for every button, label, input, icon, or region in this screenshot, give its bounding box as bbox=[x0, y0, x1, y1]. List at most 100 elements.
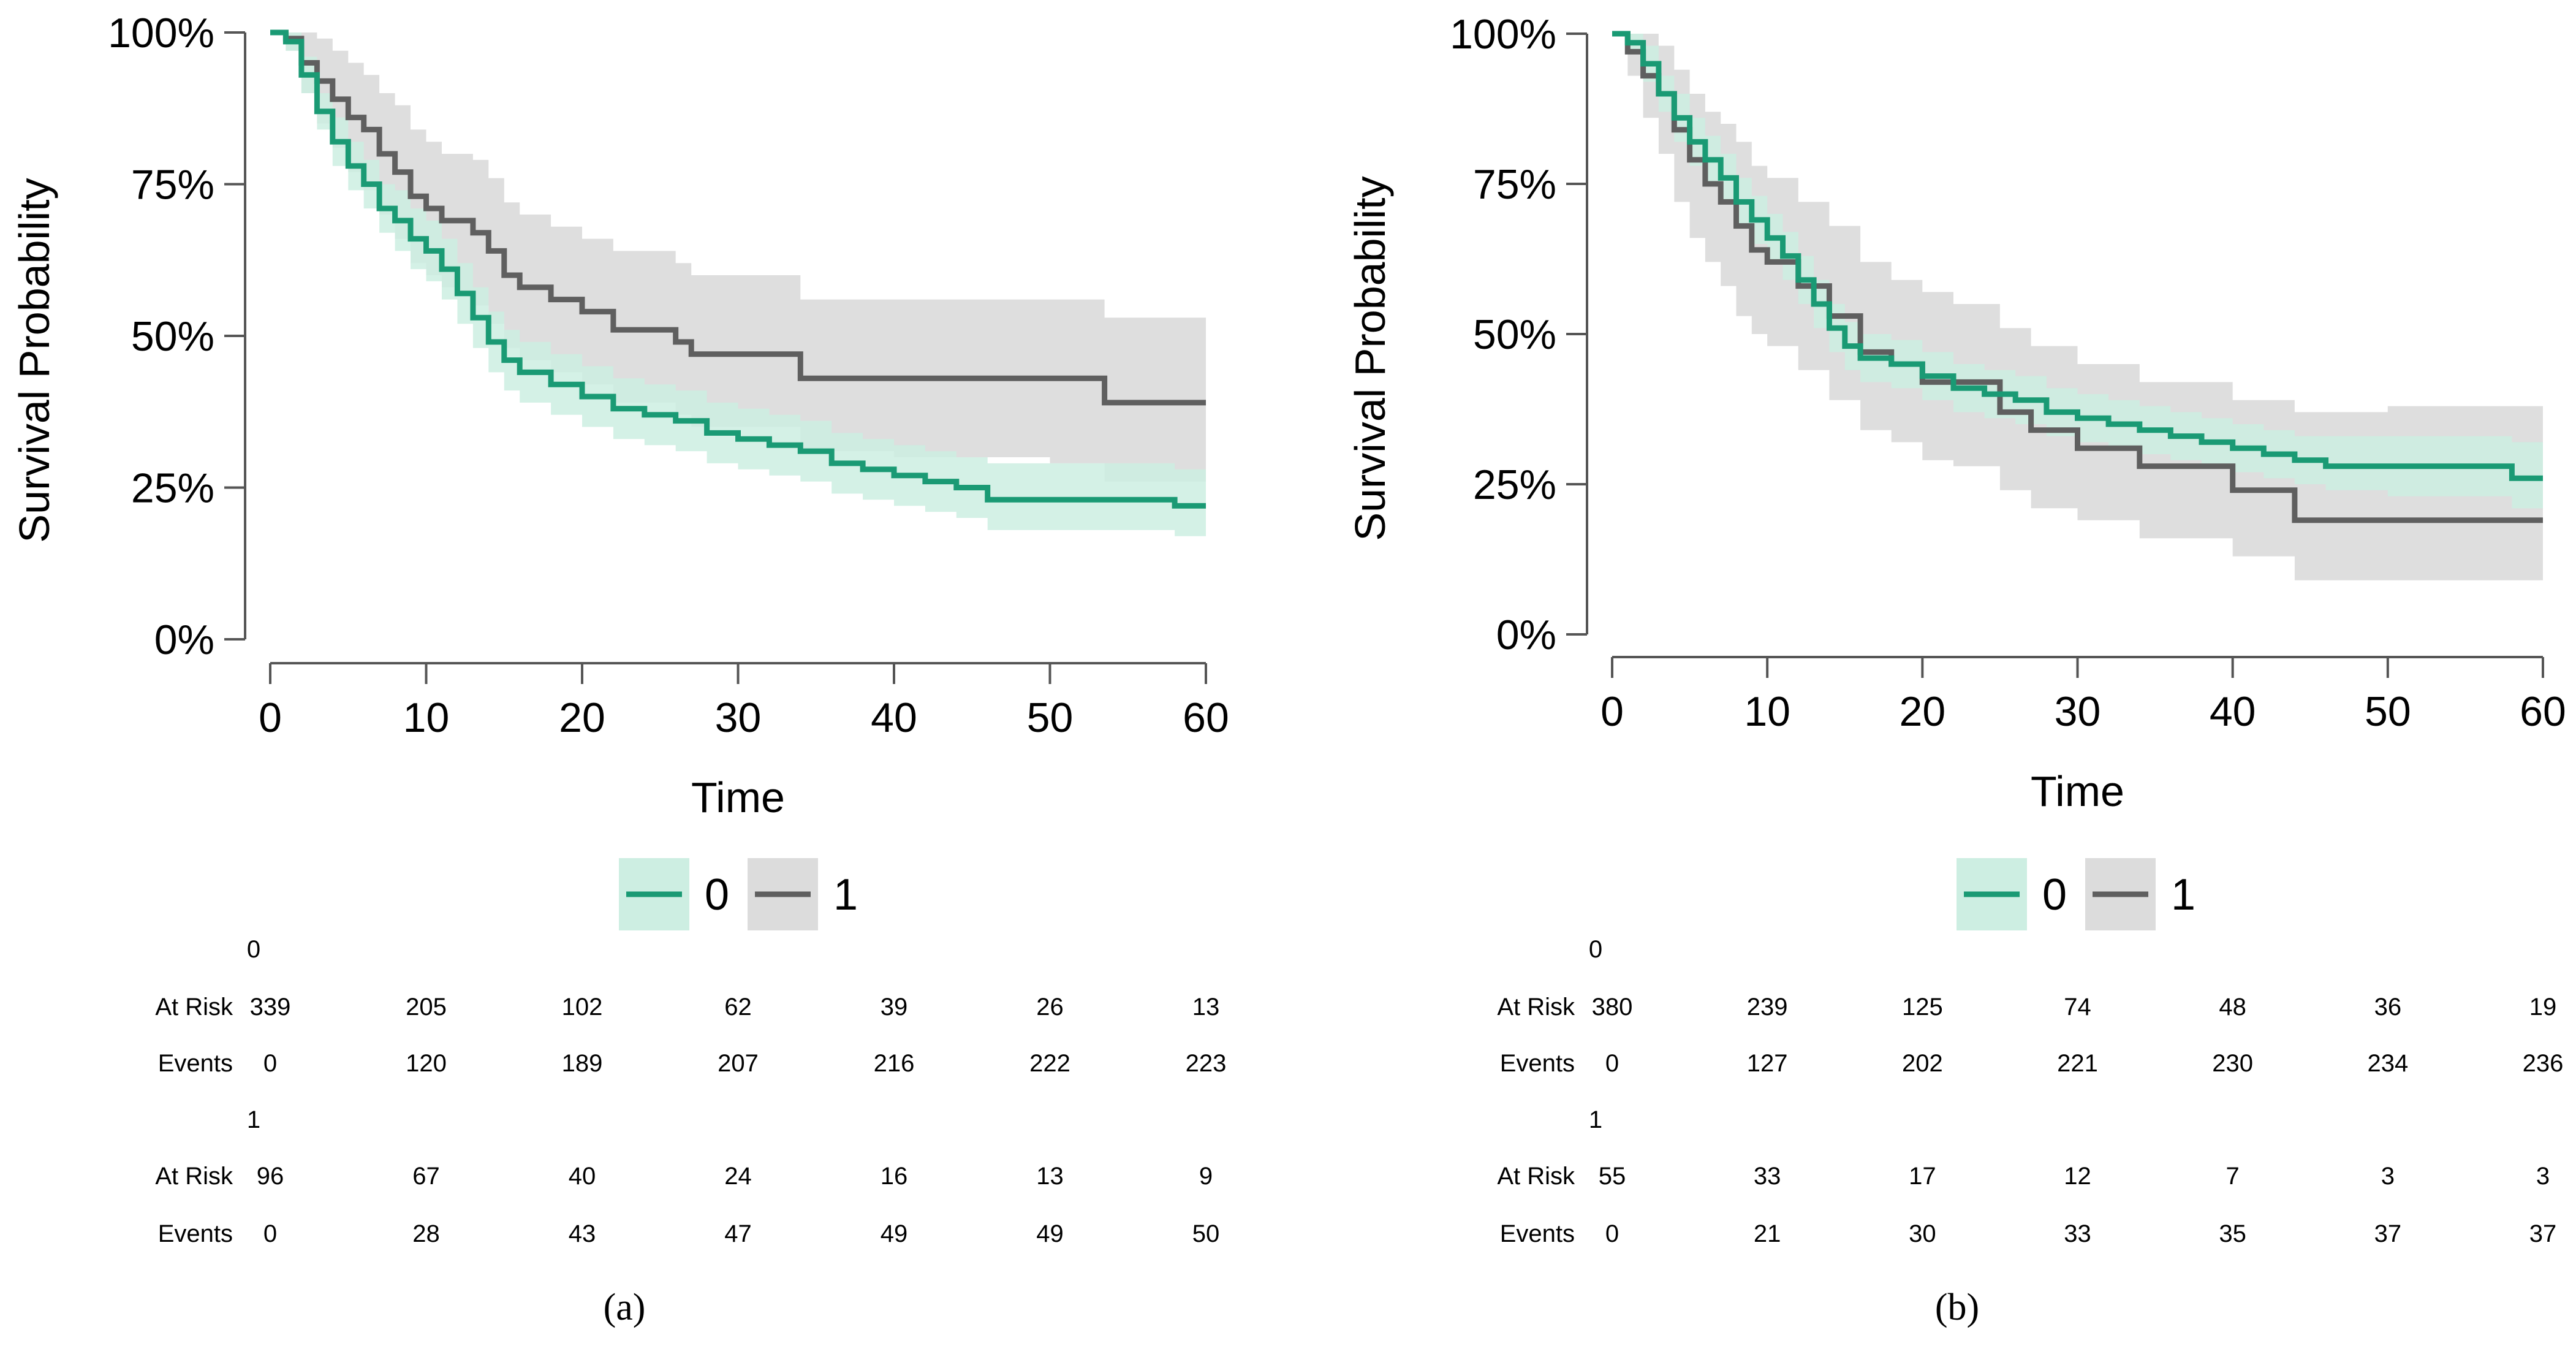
risk-cell-a: 0 bbox=[263, 1220, 277, 1247]
risk-row-label-b: At Risk bbox=[1497, 994, 1575, 1021]
risk-table-a: 0 At Risk 339 205 102 62 39 26 13 Events 0 120 189 20… bbox=[155, 936, 1226, 1247]
panel-label-b: (b) bbox=[1934, 1287, 1980, 1328]
risk-cell-a: 49 bbox=[881, 1220, 908, 1247]
risk-cell-a: 16 bbox=[881, 1163, 908, 1190]
risk-row-label-a: Events bbox=[158, 1220, 233, 1247]
risk-cell-b: 19 bbox=[2529, 994, 2557, 1021]
y-axis-title-b: Survival Probability bbox=[1346, 176, 1394, 541]
x-tick-label-b: 0 bbox=[1601, 688, 1624, 735]
risk-cell-b: 125 bbox=[1902, 994, 1943, 1021]
risk-cell-a: 216 bbox=[874, 1050, 915, 1077]
legend-label-1-b: 1 bbox=[2171, 870, 2195, 919]
risk-cell-b: 48 bbox=[2219, 994, 2246, 1021]
risk-cell-b: 239 bbox=[1747, 994, 1788, 1021]
y-axis-title-a: Survival Probability bbox=[10, 178, 58, 542]
risk-cell-b: 230 bbox=[2212, 1050, 2253, 1077]
risk-cell-b: 221 bbox=[2057, 1050, 2098, 1077]
km-chart-a: 0%25%50%75%100%0 10 20 30 40 50 60TimeSurvival… bbox=[10, 10, 1229, 1247]
y-tick-label-a: 75% bbox=[131, 162, 214, 208]
risk-row-label-a: Events bbox=[158, 1050, 233, 1077]
risk-cell-b: 7 bbox=[2226, 1163, 2240, 1190]
risk-cell-a: 189 bbox=[562, 1050, 603, 1077]
risk-cell-b: 55 bbox=[1599, 1163, 1626, 1190]
risk-cell-b: 33 bbox=[1754, 1163, 1781, 1190]
risk-cell-a: 120 bbox=[406, 1050, 447, 1077]
risk-cell-a: 13 bbox=[1192, 994, 1220, 1021]
risk-cell-a: 339 bbox=[250, 994, 291, 1021]
risk-cell-b: 37 bbox=[2374, 1220, 2402, 1247]
risk-row-label-b: Events bbox=[1500, 1220, 1575, 1247]
risk-cell-b: 234 bbox=[2367, 1050, 2408, 1077]
risk-cell-a: 47 bbox=[724, 1220, 752, 1247]
risk-cell-b: 17 bbox=[1909, 1163, 1936, 1190]
y-tick-label-b: 0% bbox=[1496, 612, 1556, 658]
risk-cell-b: 37 bbox=[2529, 1220, 2557, 1247]
risk-cell-a: 28 bbox=[412, 1220, 440, 1247]
risk-cell-a: 222 bbox=[1029, 1050, 1070, 1077]
risk-group-title-0-b: 0 bbox=[1589, 936, 1602, 963]
risk-cell-b: 21 bbox=[1754, 1220, 1781, 1247]
y-tick-label-a: 0% bbox=[154, 617, 214, 663]
risk-cell-b: 3 bbox=[2381, 1163, 2395, 1190]
risk-group-title-1-a: 1 bbox=[247, 1106, 260, 1133]
risk-cell-b: 33 bbox=[2064, 1220, 2091, 1247]
risk-cell-a: 9 bbox=[1199, 1163, 1213, 1190]
risk-cell-a: 13 bbox=[1036, 1163, 1064, 1190]
risk-cell-b: 202 bbox=[1902, 1050, 1943, 1077]
y-tick-label-b: 75% bbox=[1473, 161, 1556, 208]
x-tick-label-b: 60 bbox=[2520, 688, 2566, 735]
y-tick-label-b: 50% bbox=[1473, 311, 1556, 358]
risk-cell-a: 26 bbox=[1036, 994, 1064, 1021]
risk-cell-a: 40 bbox=[569, 1163, 596, 1190]
risk-cell-b: 30 bbox=[1909, 1220, 1936, 1247]
risk-cell-a: 49 bbox=[1036, 1220, 1064, 1247]
risk-row-label-b: Events bbox=[1500, 1050, 1575, 1077]
legend-label-0-b: 0 bbox=[2042, 870, 2067, 919]
x-tick-label-a: 40 bbox=[871, 694, 917, 741]
x-tick-label-b: 20 bbox=[1900, 688, 1946, 735]
legend-label-1-a: 1 bbox=[833, 870, 858, 919]
x-axis-title-a: Time bbox=[691, 774, 785, 821]
y-tick-label-a: 100% bbox=[108, 10, 214, 56]
survival-line-0-a bbox=[270, 29, 1206, 509]
ci-band-1-b bbox=[1612, 34, 2543, 580]
risk-row-label-a: At Risk bbox=[155, 994, 233, 1021]
risk-table-b: 0 At Risk 380 239 125 74 48 36 19 Events 0 12 7 202 22… bbox=[1497, 936, 2563, 1247]
x-axis-title-b: Time bbox=[2031, 767, 2124, 815]
y-tick-label-b: 100% bbox=[1450, 11, 1556, 58]
risk-cell-b: 74 bbox=[2064, 994, 2091, 1021]
y-tick-label-a: 25% bbox=[131, 465, 214, 512]
risk-group-title-0-a: 0 bbox=[247, 936, 260, 963]
x-tick-label-b: 40 bbox=[2210, 688, 2256, 735]
risk-cell-b: 35 bbox=[2219, 1220, 2246, 1247]
ci-band-1-a bbox=[270, 32, 1206, 482]
y-tick-label-a: 50% bbox=[131, 313, 214, 360]
risk-cell-b: 36 bbox=[2374, 994, 2402, 1021]
survival-line-0-b bbox=[1612, 31, 2543, 481]
x-tick-label-b: 30 bbox=[2055, 688, 2101, 735]
x-tick-label-b: 10 bbox=[1744, 688, 1790, 735]
x-tick-label-a: 10 bbox=[403, 694, 450, 741]
risk-cell-a: 67 bbox=[412, 1163, 440, 1190]
risk-cell-b: 0 bbox=[1605, 1220, 1619, 1247]
x-tick-label-a: 60 bbox=[1183, 694, 1229, 741]
risk-cell-b: 12 bbox=[2064, 1163, 2091, 1190]
x-tick-label-b: 50 bbox=[2365, 688, 2411, 735]
x-tick-label-a: 0 bbox=[259, 694, 282, 741]
risk-cell-a: 96 bbox=[257, 1163, 284, 1190]
risk-cell-a: 39 bbox=[881, 994, 908, 1021]
risk-cell-a: 43 bbox=[569, 1220, 596, 1247]
km-chart-b: 0%25%50%75%100%0 10 20 30 40 50 60TimeSurvival… bbox=[1346, 11, 2566, 1247]
risk-cell-a: 207 bbox=[718, 1050, 759, 1077]
risk-row-label-a: At Risk bbox=[155, 1163, 233, 1190]
risk-cell-a: 205 bbox=[406, 994, 447, 1021]
y-tick-label-b: 25% bbox=[1473, 462, 1556, 508]
survival-line-1-a bbox=[270, 29, 1206, 406]
risk-cell-a: 24 bbox=[724, 1163, 752, 1190]
risk-cell-a: 102 bbox=[562, 994, 603, 1021]
panel-label-a: (a) bbox=[603, 1287, 646, 1328]
risk-cell-b: 236 bbox=[2523, 1050, 2564, 1077]
risk-cell-b: 380 bbox=[1592, 994, 1633, 1021]
